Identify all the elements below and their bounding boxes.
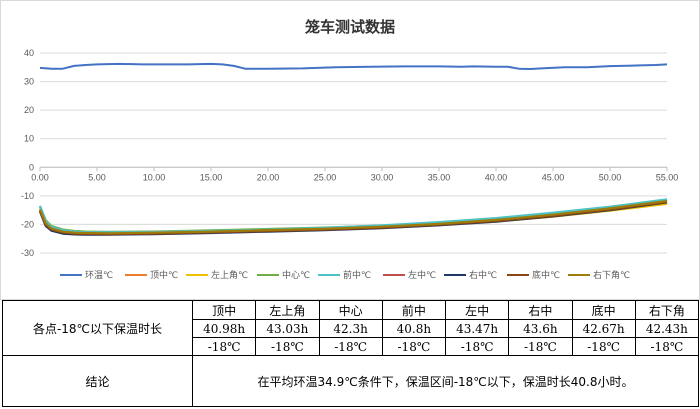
chart-area: 笼车测试数据 40 30 20 10 0 -10 -20 -30 0.00 5.00 10.00 15… [0,0,700,300]
conclusion-text: 在平均环温34.9℃条件下，保温区间-18℃以下，保温时长40.8小时。 [192,355,699,407]
x-tick-label: 30.00 [371,172,394,182]
hours-cell: 42.43h [634,319,700,338]
x-tick-label: 20.00 [257,172,280,182]
header-cell: 前中 [381,300,447,320]
header-cell: 右中 [508,300,573,320]
series-layer [38,62,668,236]
hours-cell: 40.8h [381,319,447,338]
info-table: 各点-18℃以下保温时长 顶中 左上角 中心 前中 左中 右中 底中 右下角 4… [2,300,700,407]
axes: 40 30 20 10 0 -10 -20 -30 0.00 5.00 10.00 15.00 20.0… [21,48,678,258]
x-tick-label: 10.00 [143,172,166,182]
legend-label: 右中℃ [469,269,497,281]
hours-cell: 42.67h [571,319,636,338]
x-tick-label: 50.00 [599,172,622,182]
x-tick-label: 0.00 [31,172,49,182]
temp-cell: -18℃ [571,337,636,356]
y-tick-label: 0 [29,162,34,172]
legend-label: 左上角℃ [211,269,248,281]
series-line [38,199,668,235]
temp-cell: -18℃ [444,337,510,356]
hours-cell: 40.98h [191,319,257,338]
legend-label: 前中℃ [343,269,371,281]
line-chart: 笼车测试数据 40 30 20 10 0 -10 -20 -30 0.00 5.00 10.00 15… [0,0,700,300]
y-tick-label: 10 [24,134,34,144]
series-line [39,62,668,70]
legend: 环温℃ 顶中℃ 左上角℃ 中心℃ 前中℃ 左中℃ 右中℃ 底中℃ 右下角℃ [60,269,630,281]
header-cell: 顶中 [191,300,257,320]
x-tick-label: 55.00 [656,172,679,182]
temp-cell: -18℃ [255,337,320,356]
table-row: 各点-18℃以下保温时长 顶中 左上角 中心 前中 左中 右中 底中 右下角 [2,300,700,356]
temp-cell: -18℃ [318,337,383,356]
hours-cell: 42.3h [318,319,383,338]
row-label: 各点-18℃以下保温时长 [2,300,193,356]
y-tick-label: -30 [21,248,34,258]
header-cell: 左中 [444,300,510,320]
header-cell: 底中 [571,300,636,320]
chart-border [0,0,700,300]
chart-title: 笼车测试数据 [304,18,395,36]
x-tick-label: 40.00 [485,172,508,182]
header-cell: 左上角 [255,300,320,320]
y-tick-label: -10 [21,191,34,201]
legend-label: 中心℃ [282,269,310,281]
hours-cell: 43.47h [444,319,510,338]
temp-cell: -18℃ [381,337,447,356]
table-row: 结论 在平均环温34.9℃条件下，保温区间-18℃以下，保温时长40.8小时。 [2,355,699,407]
y-tick-label: 30 [24,77,34,87]
y-tick-label: 20 [24,105,34,115]
x-tick-label: 15.00 [200,172,223,182]
x-tick-label: 25.00 [314,172,337,182]
hours-cell: 43.6h [508,319,573,338]
table-row: -18℃ -18℃ -18℃ -18℃ -18℃ -18℃ -18℃ -18℃ [3,337,700,356]
x-tick-label: 35.00 [428,172,451,182]
legend-label: 环温℃ [85,270,113,281]
hours-cell: 43.03h [255,319,320,338]
x-tick-label: 5.00 [88,172,106,182]
legend-label: 底中℃ [532,269,560,281]
y-tick-label: 40 [24,48,34,58]
legend-label: 右下角℃ [593,269,630,281]
temp-cell: -18℃ [191,337,257,356]
conclusion-label: 结论 [2,355,193,407]
header-cell: 中心 [318,300,383,320]
temp-cell: -18℃ [508,337,573,356]
legend-label: 顶中℃ [150,269,178,281]
temp-cell: -18℃ [634,337,700,356]
legend-label: 左中℃ [408,269,436,281]
header-cell: 右下角 [634,300,700,320]
y-tick-label: -20 [21,219,34,229]
x-tick-label: 45.00 [542,172,565,182]
